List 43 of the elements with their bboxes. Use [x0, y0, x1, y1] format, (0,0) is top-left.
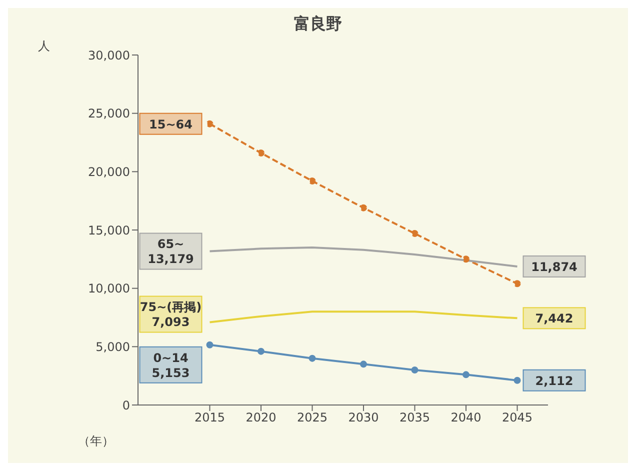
data-label: 11,874 [531, 260, 578, 274]
x-tick-label: 2030 [348, 410, 379, 425]
point [360, 360, 367, 368]
x-tick-label: 2035 [399, 410, 430, 425]
series-label: 0~14 [153, 350, 188, 365]
data-label: 5,153 [152, 366, 190, 380]
point [206, 120, 214, 128]
x-axis-title: （年） [78, 434, 114, 448]
x-tick-label: 2020 [246, 410, 276, 425]
point [308, 178, 316, 184]
x-tick-label: 2045 [502, 410, 533, 425]
y-tick-label: 25,000 [88, 106, 130, 121]
point [411, 366, 418, 374]
x-tick-label: 2025 [296, 410, 328, 425]
data-label: 7,442 [535, 312, 574, 326]
point [462, 256, 470, 263]
point [514, 280, 521, 288]
point [514, 376, 521, 384]
y-tick-label: 20,000 [88, 164, 130, 179]
y-tick-label: 10,000 [88, 282, 130, 296]
text: 65~ [157, 237, 184, 252]
chart-title: 富良野 [293, 13, 343, 35]
y-axis-title: 人 [38, 38, 50, 55]
data-label: 13,179 [148, 252, 194, 266]
point [258, 348, 264, 355]
y-tick-label: 5,000 [96, 340, 130, 354]
y-tick-label: 30,000 [88, 48, 130, 62]
y-tick-label: 15,000 [88, 223, 130, 238]
x-tick-label: 2015 [194, 410, 226, 425]
point [258, 150, 264, 156]
series-label: 75~(再掲) [140, 300, 202, 314]
series-label: 15~64 [149, 117, 192, 132]
point [360, 204, 367, 212]
y-tick-label: 0 [122, 398, 130, 412]
point [308, 354, 316, 362]
line-series [208, 310, 518, 324]
point [411, 230, 418, 237]
data-label: 7,093 [152, 315, 190, 330]
point [462, 371, 470, 378]
line-series [208, 246, 518, 268]
point [206, 341, 214, 348]
data-label: 2,112 [535, 374, 574, 388]
x-tick-label: 2040 [450, 410, 482, 425]
